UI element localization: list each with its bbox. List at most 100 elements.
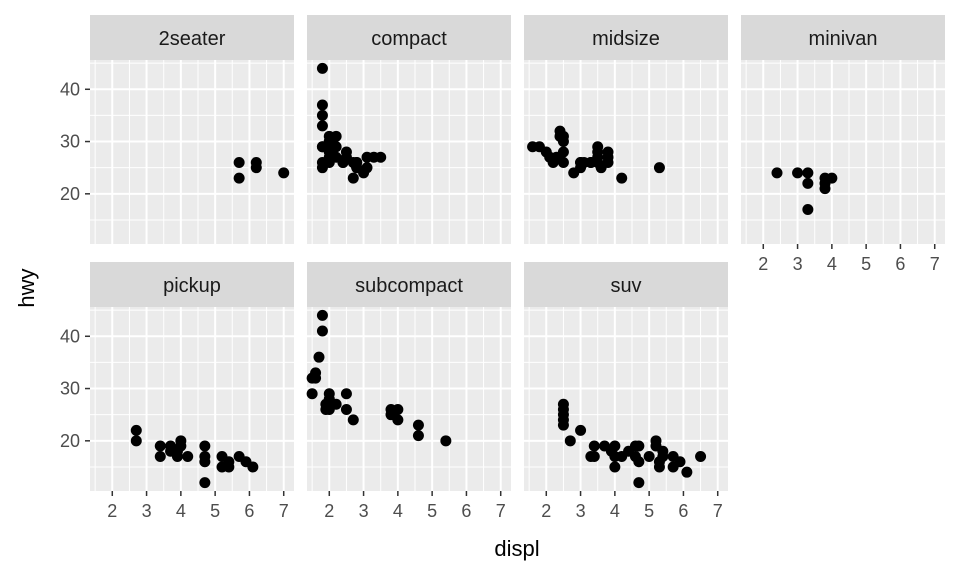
x-tick-label: 6 bbox=[678, 501, 688, 521]
x-tick-label: 4 bbox=[827, 254, 837, 274]
y-axis-title: hwy bbox=[14, 268, 39, 307]
data-point bbox=[557, 130, 569, 142]
data-point bbox=[310, 372, 322, 384]
data-point bbox=[316, 62, 328, 74]
data-point bbox=[313, 351, 325, 363]
x-tick-label: 7 bbox=[496, 501, 506, 521]
data-point bbox=[340, 146, 352, 158]
facet-strip-label: pickup bbox=[163, 275, 221, 297]
x-tick-label: 5 bbox=[644, 501, 654, 521]
y-tick-label: 20 bbox=[60, 431, 80, 451]
facet-strip bbox=[524, 15, 728, 60]
data-point bbox=[653, 162, 665, 174]
data-point bbox=[199, 440, 211, 452]
x-tick-label: 7 bbox=[713, 501, 723, 521]
data-point bbox=[316, 99, 328, 111]
facet-panel-minivan: minivan 2 3 4 5 6 7 bbox=[741, 15, 945, 274]
data-point bbox=[633, 440, 645, 452]
data-point bbox=[826, 172, 838, 184]
data-point bbox=[392, 403, 404, 415]
facet-strip bbox=[307, 262, 511, 307]
data-point bbox=[557, 419, 569, 431]
data-point bbox=[233, 172, 245, 184]
x-tick-label: 2 bbox=[541, 501, 551, 521]
data-point bbox=[182, 451, 194, 462]
data-point bbox=[802, 204, 814, 215]
data-point bbox=[154, 451, 166, 462]
data-point bbox=[554, 151, 566, 163]
panels-layer: 2seater 20 30 40 compact midsize minivan 2 3 4 5 6 7… bbox=[60, 15, 945, 521]
data-point bbox=[323, 388, 335, 400]
facet-panel-compact: compact bbox=[307, 15, 511, 244]
panel-background bbox=[307, 307, 511, 491]
facet-strip bbox=[307, 15, 511, 60]
x-tick-label: 3 bbox=[359, 501, 369, 521]
data-point bbox=[278, 167, 290, 179]
data-point bbox=[199, 456, 211, 468]
facet-panel-2seater: 2seater 20 30 40 bbox=[60, 15, 294, 244]
data-point bbox=[674, 456, 686, 468]
data-point bbox=[347, 156, 359, 168]
data-point bbox=[412, 419, 424, 431]
x-tick-label: 7 bbox=[930, 254, 940, 274]
x-tick-label: 3 bbox=[142, 501, 152, 521]
panel-background bbox=[90, 60, 294, 244]
panel-background bbox=[524, 307, 728, 491]
x-tick-label: 3 bbox=[576, 501, 586, 521]
data-point bbox=[347, 172, 359, 184]
y-tick-label: 30 bbox=[60, 379, 80, 399]
facet-panel-pickup: pickup 20 30 40 2 3 4 5 6 7 bbox=[60, 262, 294, 521]
facet-strip bbox=[90, 15, 294, 60]
data-point bbox=[316, 109, 328, 121]
data-point bbox=[323, 136, 335, 148]
data-point bbox=[633, 477, 645, 489]
x-tick-label: 5 bbox=[427, 501, 437, 521]
data-point bbox=[340, 403, 352, 415]
data-point bbox=[592, 141, 604, 153]
x-tick-label: 6 bbox=[244, 501, 254, 521]
data-point bbox=[250, 162, 262, 174]
data-point bbox=[347, 414, 359, 426]
data-point bbox=[585, 156, 597, 168]
data-point bbox=[602, 156, 614, 168]
facet-strip bbox=[741, 15, 945, 60]
facet-strip-label: midsize bbox=[592, 28, 660, 50]
data-point bbox=[306, 388, 318, 400]
data-point bbox=[802, 177, 814, 189]
data-point bbox=[412, 430, 424, 442]
data-point bbox=[223, 461, 235, 473]
facet-strip-label: subcompact bbox=[355, 275, 463, 297]
data-point bbox=[233, 156, 245, 168]
data-point bbox=[199, 477, 211, 489]
facet-panel-subcompact: subcompact 2 3 4 5 6 7 bbox=[306, 262, 511, 521]
data-point bbox=[616, 172, 628, 184]
panel-background bbox=[524, 60, 728, 244]
data-point bbox=[609, 461, 621, 473]
data-point bbox=[575, 162, 587, 174]
data-point bbox=[375, 151, 387, 163]
data-point bbox=[330, 398, 342, 410]
data-point bbox=[392, 414, 404, 426]
data-point bbox=[130, 424, 142, 436]
x-tick-label: 3 bbox=[793, 254, 803, 274]
data-point bbox=[564, 435, 576, 447]
y-tick-label: 40 bbox=[60, 326, 80, 346]
x-tick-label: 5 bbox=[861, 254, 871, 274]
data-point bbox=[575, 424, 587, 436]
data-point bbox=[588, 451, 600, 462]
x-tick-label: 7 bbox=[279, 501, 289, 521]
y-tick-label: 30 bbox=[60, 132, 80, 152]
data-point bbox=[316, 120, 328, 132]
x-tick-label: 4 bbox=[176, 501, 186, 521]
facet-panel-suv: suv 2 3 4 5 6 7 bbox=[524, 262, 728, 521]
data-point bbox=[175, 440, 187, 452]
x-tick-label: 2 bbox=[324, 501, 334, 521]
data-point bbox=[695, 451, 707, 462]
data-point bbox=[358, 167, 370, 179]
y-tick-label: 40 bbox=[60, 79, 80, 99]
y-tick-label: 20 bbox=[60, 184, 80, 204]
data-point bbox=[588, 440, 600, 452]
data-point bbox=[340, 388, 352, 400]
data-point bbox=[316, 325, 328, 337]
